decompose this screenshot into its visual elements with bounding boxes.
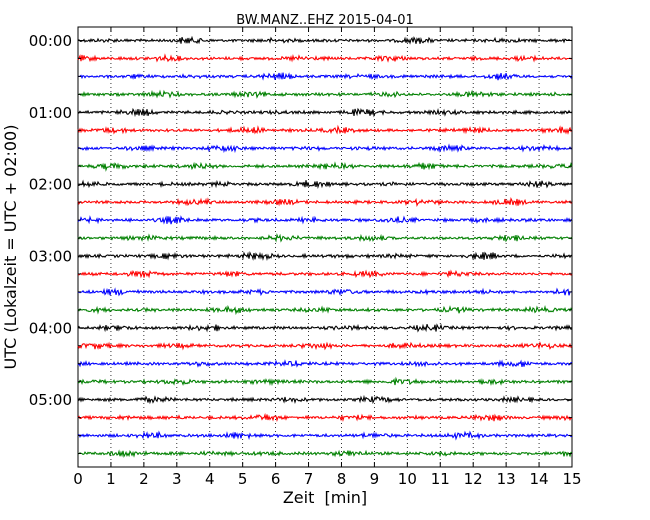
x-tick-label: 13 <box>497 470 516 488</box>
x-axis-ticks: 0 1 2 3 4 5 6 7 8 9 10 11 12 13 14 15 <box>73 27 582 488</box>
x-tick-label: 6 <box>271 470 281 488</box>
trace-line <box>77 233 573 243</box>
trace-line <box>77 449 573 458</box>
y-axis-label: UTC (Lokalzeit = UTC + 02:00) <box>1 125 20 370</box>
x-tick-label: 10 <box>398 470 417 488</box>
chart-title: BW.MANZ..EHZ 2015-04-01 <box>236 13 414 28</box>
trace-line <box>77 430 573 441</box>
x-tick-label: 8 <box>337 470 347 488</box>
y-tick-label: 03:00 <box>29 247 72 265</box>
vertical-gridlines <box>110 27 540 467</box>
trace-line <box>77 161 573 172</box>
trace-line <box>77 304 573 316</box>
y-tick-label: 04:00 <box>29 319 72 337</box>
x-tick-label: 3 <box>172 470 182 488</box>
trace-line <box>77 323 573 333</box>
x-axis-label: Zeit [min] <box>283 488 367 507</box>
x-tick-label: 5 <box>238 470 248 488</box>
y-tick-label: 05:00 <box>29 391 72 409</box>
trace-line <box>77 215 573 225</box>
trace-line <box>77 287 573 297</box>
trace-line <box>77 124 573 135</box>
x-tick-label: 0 <box>73 470 83 488</box>
x-tick-label: 7 <box>304 470 314 488</box>
trace-line <box>77 35 573 45</box>
trace-line <box>77 179 573 189</box>
x-tick-label: 2 <box>139 470 149 488</box>
trace-line <box>77 376 573 387</box>
trace-line <box>77 269 573 279</box>
y-tick-label: 02:00 <box>29 176 72 194</box>
seismic-traces <box>77 35 573 458</box>
trace-line <box>77 143 573 154</box>
y-tick-label: 00:00 <box>29 32 72 50</box>
trace-line <box>77 72 573 81</box>
x-tick-label: 15 <box>562 470 581 488</box>
trace-line <box>77 89 573 99</box>
trace-line <box>77 394 573 405</box>
x-tick-label: 9 <box>370 470 380 488</box>
x-tick-label: 11 <box>431 470 450 488</box>
trace-line <box>77 359 573 368</box>
trace-line <box>77 197 573 208</box>
x-tick-label: 1 <box>106 470 116 488</box>
plot-frame <box>77 26 573 468</box>
x-tick-label: 14 <box>530 470 549 488</box>
trace-line <box>77 251 573 262</box>
trace-line <box>77 412 573 423</box>
trace-line <box>77 53 573 63</box>
y-axis-ticks: 00:00 01:00 02:00 03:00 04:00 05:00 <box>29 32 572 454</box>
trace-line <box>77 107 573 118</box>
y-tick-label: 01:00 <box>29 104 72 122</box>
x-tick-label: 4 <box>205 470 215 488</box>
x-tick-label: 12 <box>464 470 483 488</box>
trace-line <box>77 341 573 351</box>
